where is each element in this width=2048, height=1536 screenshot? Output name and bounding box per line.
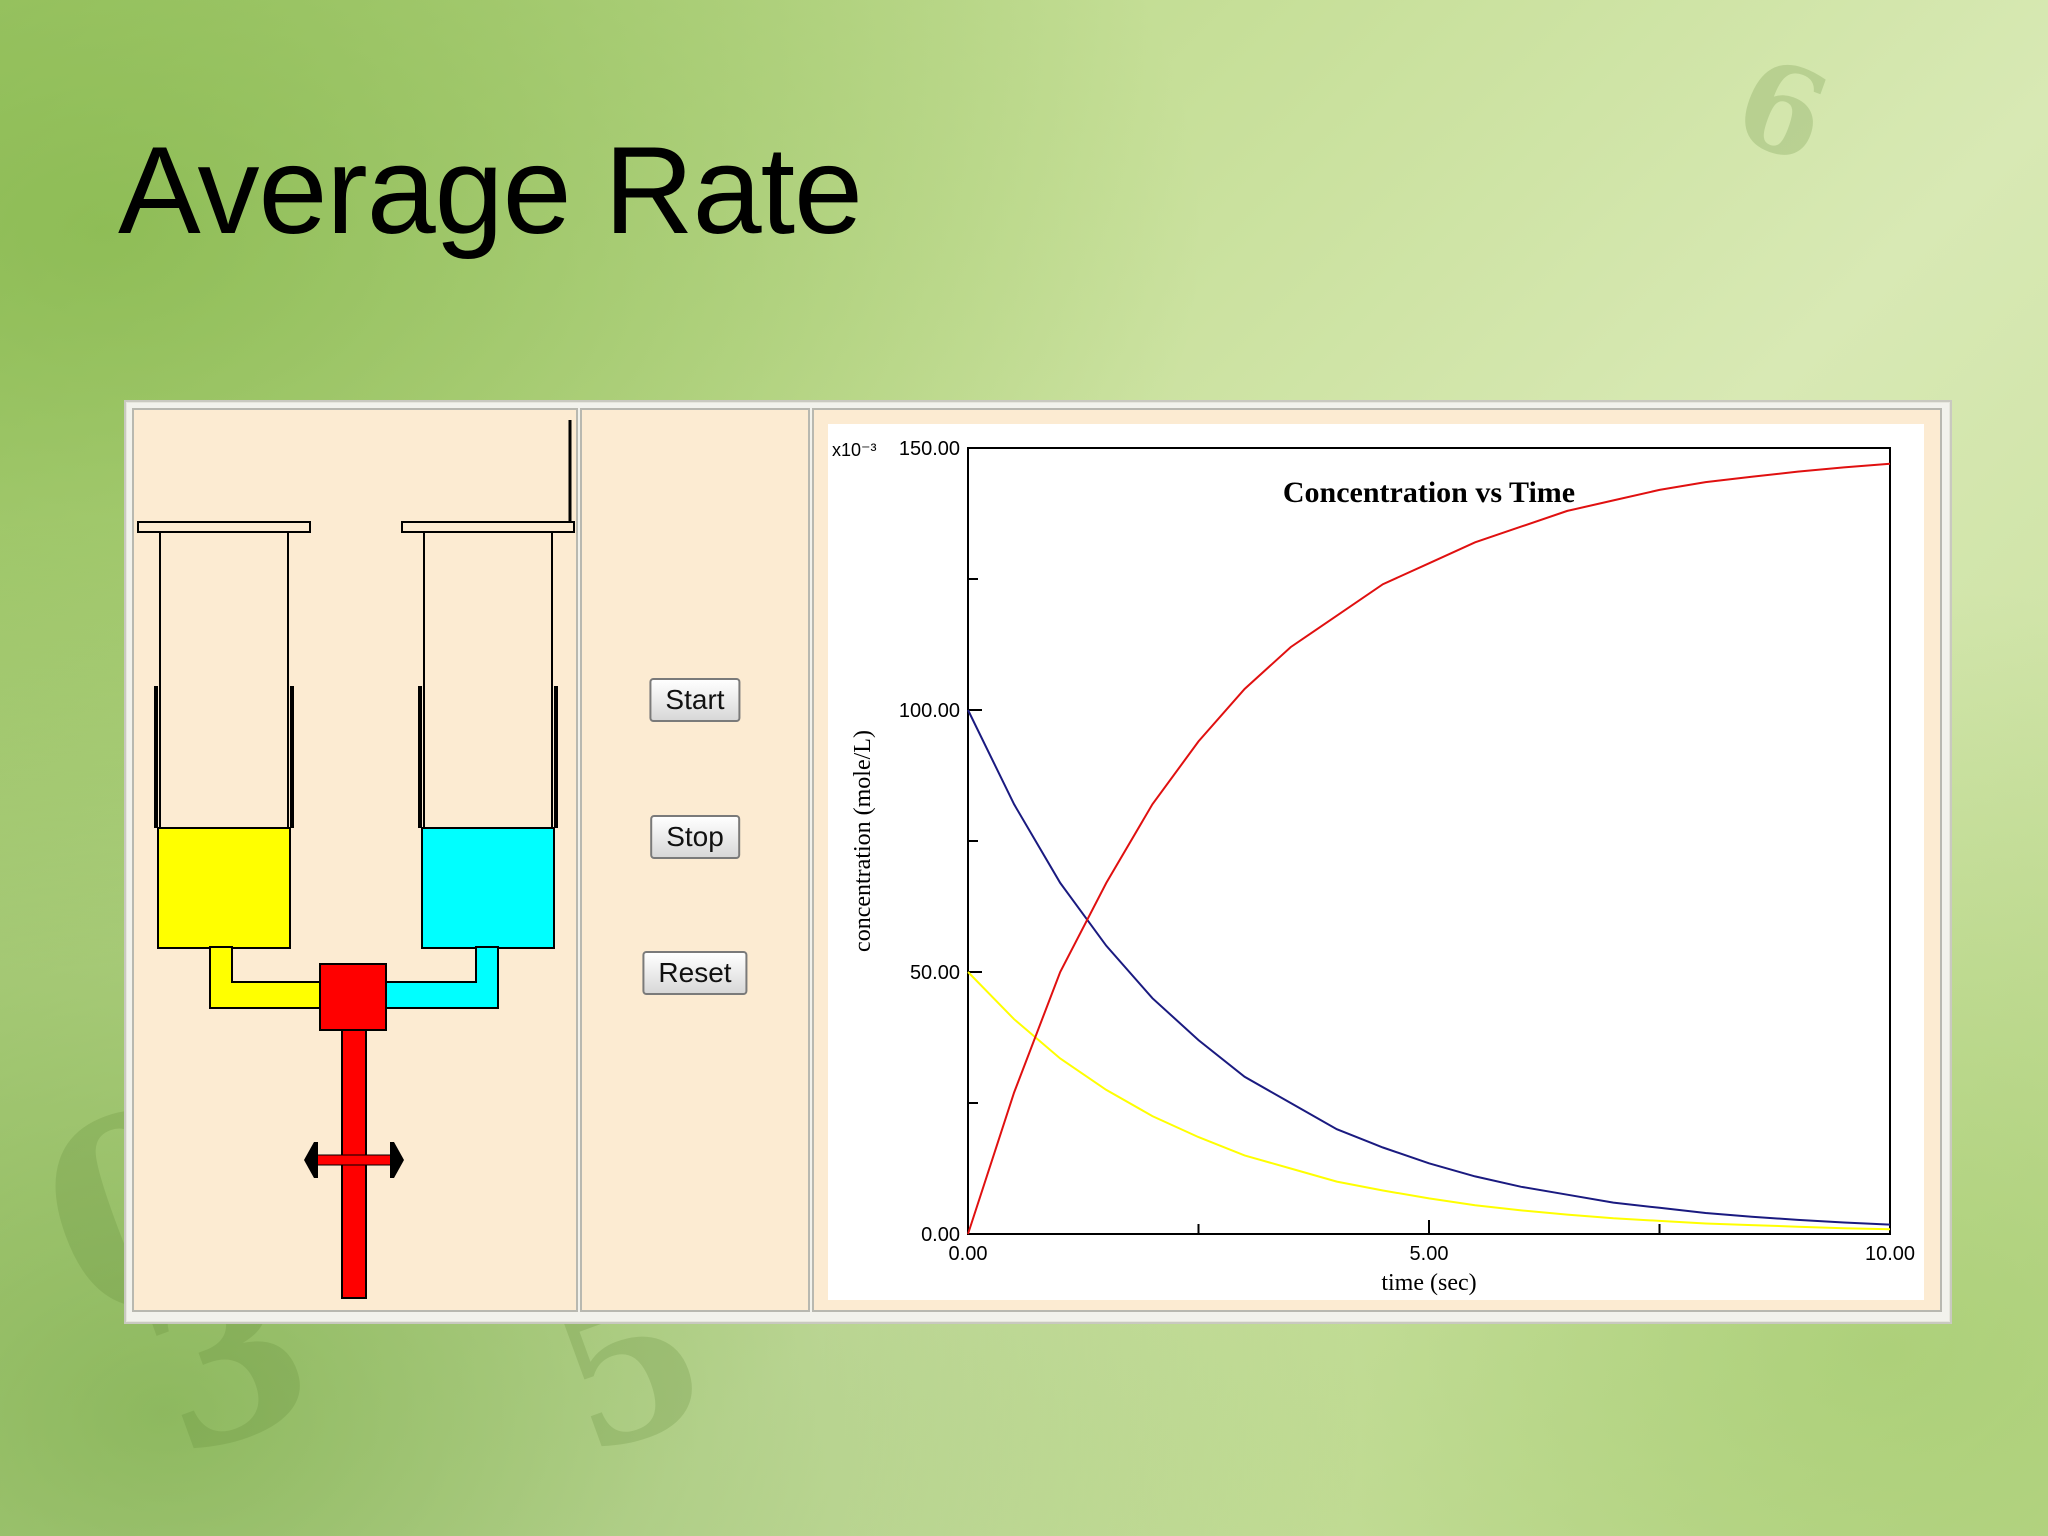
plot-frame [967,447,1891,1235]
right-reagent-tube [383,946,499,1009]
right-plunger-flange [401,521,575,533]
slide-title: Average Rate [118,122,863,260]
chart-title: Concentration vs Time [1283,476,1575,509]
x-axis-label: time (sec) [1381,1270,1476,1296]
left-syringe[interactable] [137,521,311,949]
syringe-apparatus [137,420,575,1299]
left-reagent-liquid [157,827,291,949]
y-tick-label: 0.00 [921,1224,960,1246]
controls-pane: Start Stop Reset [580,408,810,1312]
x-tick-label: 0.00 [949,1243,988,1265]
y-axis-label: concentration (mole/L) [850,730,876,952]
simulation-applet: Start Stop Reset 0.00 50.00 100.00 150.00 0.… [124,400,1952,1324]
start-button[interactable]: Start [649,678,741,722]
x-tick-label: 5.00 [1410,1243,1449,1265]
left-plunger-flange [137,521,311,533]
concentration-chart: 0.00 50.00 100.00 150.00 0.00 5.00 10.00 Conce… [832,438,1915,1296]
stop-button[interactable]: Stop [650,815,740,859]
series-line-1 [967,709,1891,1226]
mixing-chamber [319,963,387,1031]
background-digit: 6 [1718,29,1846,192]
apparatus-pane [132,408,578,1312]
series-line-2 [967,971,1891,1231]
left-reagent-tube [209,946,325,1009]
series-line-3 [967,462,1891,1235]
x-tick-label: 10.00 [1865,1243,1915,1265]
reset-button[interactable]: Reset [642,951,748,995]
y-tick-label: 50.00 [910,962,960,984]
right-syringe[interactable] [401,521,575,949]
y-tick-label: 100.00 [899,700,960,722]
chart-pane: 0.00 50.00 100.00 150.00 0.00 5.00 10.00 Conce… [812,408,1942,1312]
y-tick-label: 150.00 [899,438,960,460]
chart-area: 0.00 50.00 100.00 150.00 0.00 5.00 10.00 Conce… [828,424,1924,1300]
valve-handle[interactable] [304,1142,404,1178]
right-reagent-liquid [421,827,555,949]
y-multiplier-label: x10⁻³ [832,440,877,460]
